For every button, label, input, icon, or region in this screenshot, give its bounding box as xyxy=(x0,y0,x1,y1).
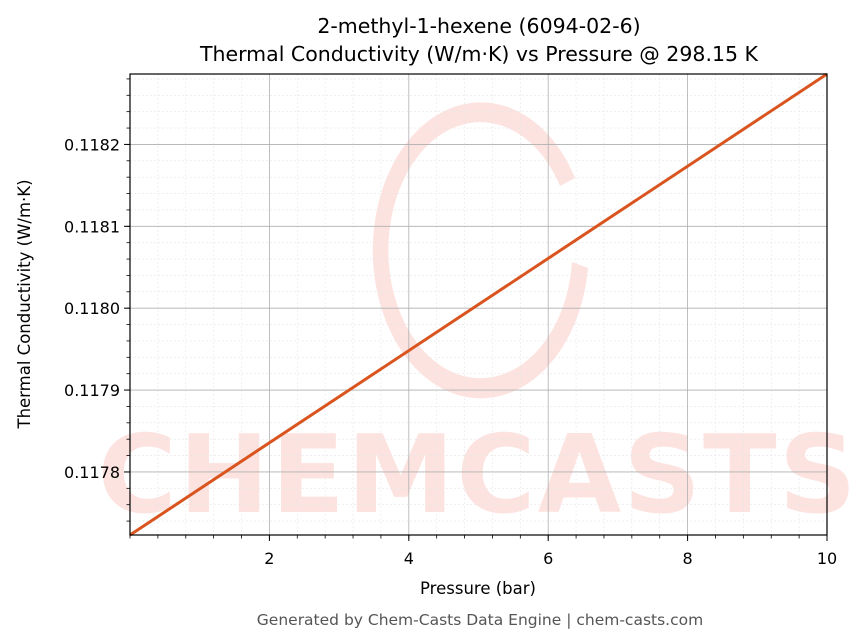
series-layer xyxy=(129,72,828,537)
y-tick-label: 0.1181 xyxy=(64,217,120,236)
x-tick-label: 2 xyxy=(264,549,274,568)
footer-credit: Generated by Chem-Casts Data Engine | ch… xyxy=(257,611,703,629)
y-tick-label: 0.1178 xyxy=(64,463,120,482)
axis-ticks: 2 4 6 8 10 0.1178 0.1179 0.1180 0.1181 0.1182 xyxy=(64,78,837,568)
plot-frame xyxy=(129,73,828,536)
series-line xyxy=(129,72,828,537)
y-axis-label: Thermal Conductivity (W/m·K) xyxy=(15,179,34,429)
x-tick-label: 4 xyxy=(404,549,414,568)
x-tick-label: 8 xyxy=(683,549,693,568)
y-tick-label: 0.1180 xyxy=(64,299,120,318)
x-tick-label: 10 xyxy=(817,549,837,568)
watermark: CHEMCASTS xyxy=(98,102,856,538)
x-tick-label: 6 xyxy=(543,549,553,568)
chart-title: 2-methyl-1-hexene (6094-02-6) xyxy=(317,14,640,38)
y-tick-label: 0.1179 xyxy=(64,381,120,400)
chart-subtitle: Thermal Conductivity (W/m·K) vs Pressure… xyxy=(199,42,759,66)
plot-area: CHEMCASTS xyxy=(98,72,856,538)
y-tick-label: 0.1182 xyxy=(64,135,120,154)
x-axis-label: Pressure (bar) xyxy=(420,579,536,598)
watermark-text: CHEMCASTS xyxy=(98,413,856,538)
